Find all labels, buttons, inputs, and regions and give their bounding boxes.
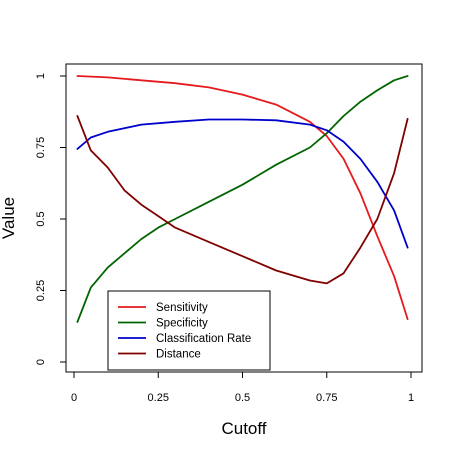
legend: Sensitivity Specificity Classification Rat… — [107, 290, 271, 371]
series-line-distance — [76, 115, 409, 285]
legend-label: Classification Rate — [156, 333, 251, 345]
y-axis: 0 0.25 0.5 0.75 1 — [35, 73, 66, 365]
series-line-sensitivity — [76, 75, 409, 321]
series-layer — [76, 75, 409, 323]
legend-box — [107, 290, 271, 371]
x-tick-label: 0 — [71, 392, 77, 404]
legend-label: Distance — [156, 349, 201, 361]
x-axis-label: Cutoff — [221, 419, 266, 438]
x-tick-label: 0.75 — [316, 392, 337, 404]
y-tick-label: 0.75 — [35, 137, 47, 158]
x-tick-label: 0.5 — [235, 392, 250, 404]
y-tick-label: 0.5 — [35, 211, 47, 226]
x-tick-label: 0.25 — [148, 392, 169, 404]
x-tick-label: 1 — [408, 392, 414, 404]
x-axis: 0 0.25 0.5 0.75 1 — [71, 372, 414, 404]
y-axis-label: Value — [0, 197, 18, 239]
series-line-specificity — [76, 75, 409, 323]
legend-label: Specificity — [156, 318, 208, 330]
legend-label: Sensitivity — [156, 302, 208, 314]
y-tick-label: 1 — [35, 73, 47, 79]
plot-frame — [65, 63, 423, 373]
series-line-classification-rate — [76, 118, 409, 249]
y-tick-label: 0.25 — [35, 280, 47, 301]
y-tick-label: 0 — [35, 359, 47, 365]
